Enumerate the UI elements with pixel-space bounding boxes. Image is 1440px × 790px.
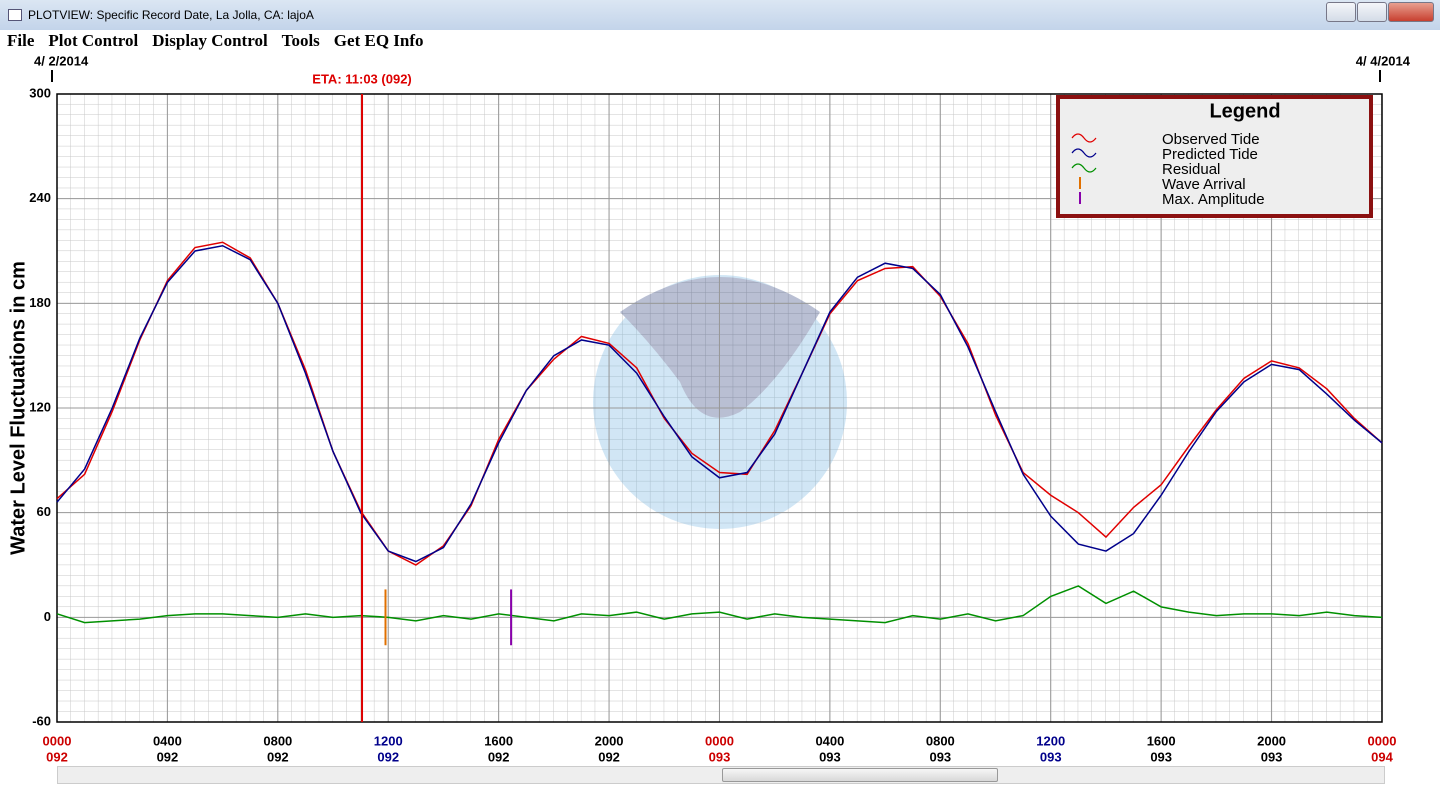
x-tick-label: 0800 [926, 733, 955, 748]
window-title: PLOTVIEW: Specific Record Date, La Jolla… [28, 8, 314, 22]
x-tick-label: 0800 [263, 733, 292, 748]
x-tick-label: 2000 [595, 733, 624, 748]
legend-swatch [1071, 163, 1097, 173]
menu-item[interactable]: Display Control [152, 31, 268, 50]
menu-item[interactable]: Tools [281, 31, 320, 50]
x-tick-sublabel: 092 [488, 749, 510, 764]
maximize-button[interactable] [1357, 2, 1387, 22]
title-bar: PLOTVIEW: Specific Record Date, La Jolla… [0, 0, 1440, 30]
minimize-button[interactable] [1326, 2, 1356, 22]
chart: 4/ 2/2014 4/ 4/2014 -60 0 60 120 180 240 300 0000… [7, 53, 1411, 764]
x-tick-label: 1200 [1036, 733, 1065, 748]
date-label: 4/ 2/2014 [34, 53, 89, 68]
x-tick-sublabel: 092 [267, 749, 289, 764]
x-tick-sublabel: 092 [377, 749, 399, 764]
x-tick-sublabel: 093 [709, 749, 731, 764]
x-tick-label: 0000 [43, 733, 72, 748]
window-buttons [1325, 2, 1434, 22]
x-tick-sublabel: 093 [1150, 749, 1172, 764]
y-tick-label: 120 [29, 399, 51, 414]
x-tick-sublabel: 093 [929, 749, 951, 764]
y-axis-label: Water Level Fluctuations in cm [7, 261, 29, 555]
legend-label: Predicted Tide [1162, 146, 1258, 163]
legend-label: Observed Tide [1162, 131, 1260, 148]
menu-item[interactable]: File [7, 31, 35, 50]
menu-item[interactable]: Get EQ Info [333, 31, 424, 50]
series-line [56, 244, 1383, 563]
x-tick-sublabel: 092 [46, 749, 68, 764]
x-tick-label: 1200 [374, 733, 403, 748]
legend-label: Residual [1162, 161, 1220, 178]
y-tick-label: 0 [44, 609, 51, 624]
y-tick-label: 60 [37, 504, 51, 519]
legend-title: Legend [1209, 100, 1280, 122]
legend-label: Wave Arrival [1162, 176, 1246, 193]
app-icon [8, 9, 22, 21]
x-tick-sublabel: 092 [157, 749, 179, 764]
legend-label: Max. Amplitude [1162, 191, 1265, 208]
plot-frame [56, 93, 1383, 723]
y-tick-label: 180 [29, 295, 51, 310]
legend-box [1056, 95, 1373, 218]
legend-swatch [1071, 133, 1097, 143]
x-tick-label: 1600 [1147, 733, 1176, 748]
x-tick-label: 0400 [153, 733, 182, 748]
x-tick-sublabel: 092 [598, 749, 620, 764]
y-tick-label: 240 [29, 190, 51, 205]
legend-swatch [1071, 148, 1097, 158]
x-tick-sublabel: 094 [1371, 749, 1393, 764]
x-tick-sublabel: 093 [819, 749, 841, 764]
menu-bar: File Plot Control Display Control Tools Get … [0, 30, 1440, 52]
x-tick-label: 2000 [1257, 733, 1286, 748]
menu-item[interactable]: Plot Control [48, 31, 139, 50]
x-tick-label: 0400 [815, 733, 844, 748]
x-tick-label: 1600 [484, 733, 513, 748]
x-tick-label: 0000 [705, 733, 734, 748]
eta-label: ETA: 11:03 (092) [312, 71, 411, 86]
close-button[interactable] [1388, 2, 1434, 22]
scroll-thumb[interactable] [722, 768, 998, 782]
horizontal-scrollbar[interactable] [57, 766, 1385, 784]
x-tick-sublabel: 093 [1261, 749, 1283, 764]
y-tick-label: -60 [32, 713, 51, 728]
date-label: 4/ 4/2014 [1356, 53, 1411, 68]
y-tick-label: 300 [29, 85, 51, 100]
x-tick-sublabel: 093 [1040, 749, 1062, 764]
series-line [56, 585, 1383, 624]
x-tick-label: 0000 [1368, 733, 1397, 748]
